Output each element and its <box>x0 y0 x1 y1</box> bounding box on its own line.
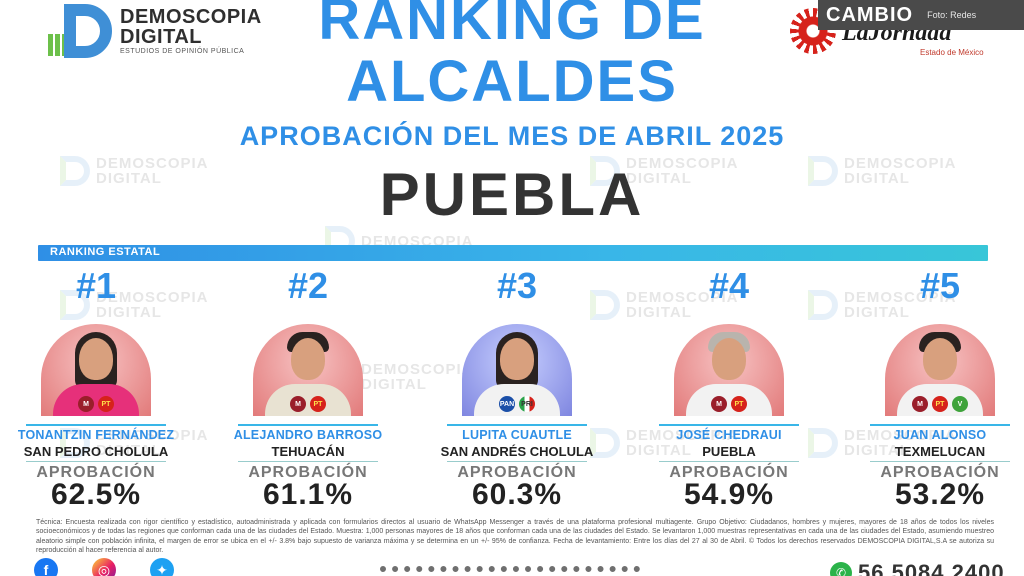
ranking-bar: RANKING ESTATAL <box>38 245 988 261</box>
party-pt-icon: PT <box>731 396 747 412</box>
party-morena-icon: M <box>711 396 727 412</box>
party-badges: M PT <box>41 396 151 412</box>
party-badges: PAN PRI <box>462 396 572 412</box>
mayor-photo: M PT <box>253 324 363 416</box>
approval-value: 60.3% <box>471 478 563 511</box>
social-icons: f ◎ ✦ <box>34 558 174 576</box>
demoscopia-logo: DEMOSCOPIA DIGITAL ESTUDIOS DE OPINIÓN P… <box>48 2 262 60</box>
party-pt-icon: PT <box>98 396 114 412</box>
title-line-2: ALCALDES <box>346 49 678 114</box>
approval-label: APROBACIÓN <box>248 464 368 481</box>
approval-value: 61.1% <box>262 478 354 511</box>
mayor-card: #1 M PT TONANTZIN FERNÁNDEZ SAN PEDRO CHO… <box>12 266 180 516</box>
municipality: PUEBLA <box>702 444 756 459</box>
mayor-name: JOSÉ CHEDRAUI <box>676 428 782 442</box>
party-pt-icon: PT <box>932 396 948 412</box>
rank-number: #1 <box>75 265 117 306</box>
whatsapp-icon[interactable]: ✆ <box>830 562 852 576</box>
approval-value: 54.9% <box>683 478 775 511</box>
la-jornada-sub: Estado de México <box>920 48 984 57</box>
party-verde-icon: V <box>952 396 968 412</box>
party-morena-icon: M <box>78 396 94 412</box>
subtitle: APROBACIÓN DEL MES DE ABRIL 2025 <box>239 121 785 151</box>
mayor-card: #4 M PT JOSÉ CHEDRAUI PUEBLA APROBACIÓN 5… <box>645 266 813 516</box>
party-badges: M PT V <box>885 396 995 412</box>
technical-note: Técnica: Encuesta realizada con rigor ci… <box>36 519 994 555</box>
phone-number: 56 5084 2400 <box>858 560 1005 576</box>
municipality: TEXMELUCAN <box>894 444 986 459</box>
municipality: SAN PEDRO CHOLULA <box>23 444 169 459</box>
mayor-card: #5 M PT V JUAN ALONSO TEXMELUCAN APROBACIÓ… <box>856 266 1024 516</box>
rank-number: #2 <box>287 265 329 306</box>
approval-label: APROBACIÓN <box>457 464 577 481</box>
approval-label: APROBACIÓN <box>36 464 156 481</box>
phone-contact: ✆ 56 5084 2400 <box>830 560 1005 576</box>
rank-number: #5 <box>919 265 961 306</box>
logo-word-2: DIGITAL <box>120 26 203 48</box>
approval-value: 53.2% <box>894 478 986 511</box>
mayor-name: ALEJANDRO BARROSO <box>233 428 383 442</box>
party-badges: M PT <box>253 396 363 412</box>
mayor-name: JUAN ALONSO <box>893 428 987 442</box>
mayor-photo: M PT <box>674 324 784 416</box>
party-morena-icon: M <box>290 396 306 412</box>
ranking-bar-label: RANKING ESTATAL <box>50 246 161 258</box>
mayor-photo: M PT V <box>885 324 995 416</box>
municipality: SAN ANDRÉS CHOLULA <box>440 444 594 459</box>
photo-credit: Foto: Redes <box>927 10 977 20</box>
party-pri-icon: PRI <box>519 396 535 412</box>
mayor-photo: PAN PRI <box>462 324 572 416</box>
title-line-1: RANKING DE <box>318 0 706 52</box>
instagram-icon[interactable]: ◎ <box>92 558 116 576</box>
mayor-card: #2 M PT ALEJANDRO BARROSO TEHUACÁN APROBA… <box>224 266 392 516</box>
approval-label: APROBACIÓN <box>669 464 789 481</box>
party-morena-icon: M <box>912 396 928 412</box>
rank-number: #4 <box>708 265 750 306</box>
party-badges: M PT <box>674 396 784 412</box>
rank-number: #3 <box>496 265 538 306</box>
facebook-icon[interactable]: f <box>34 558 58 576</box>
twitter-icon[interactable]: ✦ <box>150 558 174 576</box>
state-title: PUEBLA <box>379 161 645 228</box>
party-pan-icon: PAN <box>499 396 515 412</box>
party-pt-icon: PT <box>310 396 326 412</box>
approval-value: 62.5% <box>50 478 142 511</box>
mayor-card: #3 PAN PRI LUPITA CUAUTLE SAN ANDRÉS CHOL… <box>433 266 601 516</box>
footer-cropped-text <box>380 566 640 576</box>
approval-label: APROBACIÓN <box>880 464 1000 481</box>
logo-word-1: DEMOSCOPIA <box>120 6 262 28</box>
mayor-name: TONANTZIN FERNÁNDEZ <box>17 428 175 442</box>
mayor-name: LUPITA CUAUTLE <box>462 428 572 442</box>
source-tag: CAMBIO Foto: Redes <box>818 0 1024 30</box>
municipality: TEHUACÁN <box>271 444 345 459</box>
cambio-brand: CAMBIO <box>826 3 914 26</box>
logo-tagline: ESTUDIOS DE OPINIÓN PÚBLICA <box>120 48 245 55</box>
mayor-photo: M PT <box>41 324 151 416</box>
demoscopia-d-icon <box>48 2 114 60</box>
